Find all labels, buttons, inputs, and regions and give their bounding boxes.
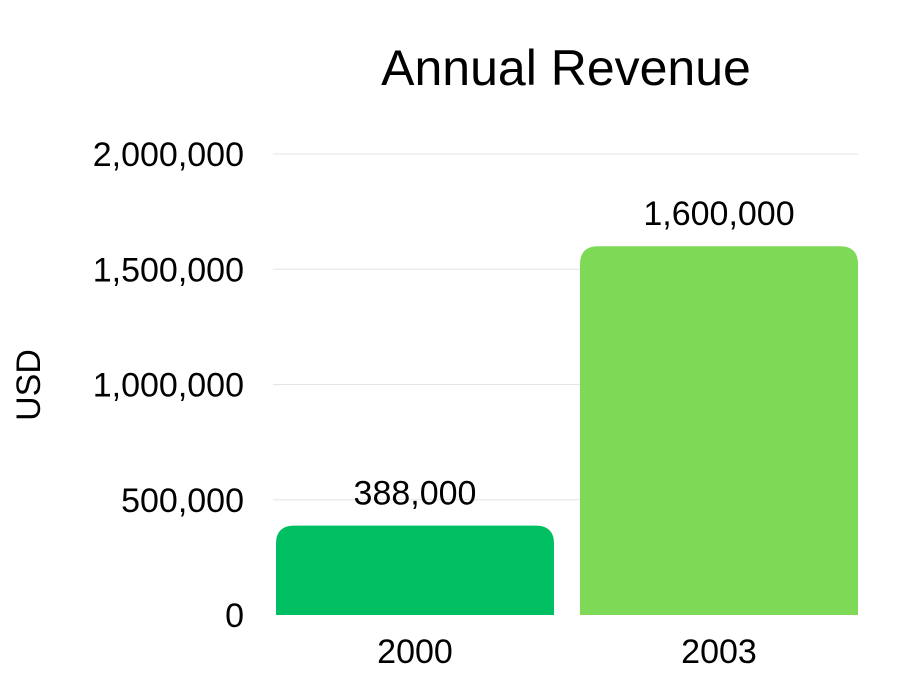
y-tick-label: 1,000,000 [93, 367, 244, 405]
x-tick-label: 2000 [377, 633, 453, 671]
y-tick-label: 500,000 [121, 482, 244, 520]
data-labels: 388,000 1,600,000 [354, 195, 795, 512]
y-axis-label: USD [10, 349, 48, 421]
data-label: 1,600,000 [643, 195, 794, 233]
data-label: 388,000 [354, 475, 477, 513]
bar-2003 [580, 246, 858, 615]
x-tick-label: 2003 [681, 633, 757, 671]
x-axis-ticks: 2000 2003 [377, 633, 757, 671]
y-tick-label: 1,500,000 [93, 251, 244, 289]
y-tick-label: 2,000,000 [93, 136, 244, 174]
bars [276, 246, 858, 615]
y-axis-ticks: 0 500,000 1,000,000 1,500,000 2,000,000 [93, 136, 244, 635]
bar-2000 [276, 525, 554, 615]
chart-title: Annual Revenue [381, 40, 751, 96]
y-tick-label: 0 [225, 597, 244, 635]
